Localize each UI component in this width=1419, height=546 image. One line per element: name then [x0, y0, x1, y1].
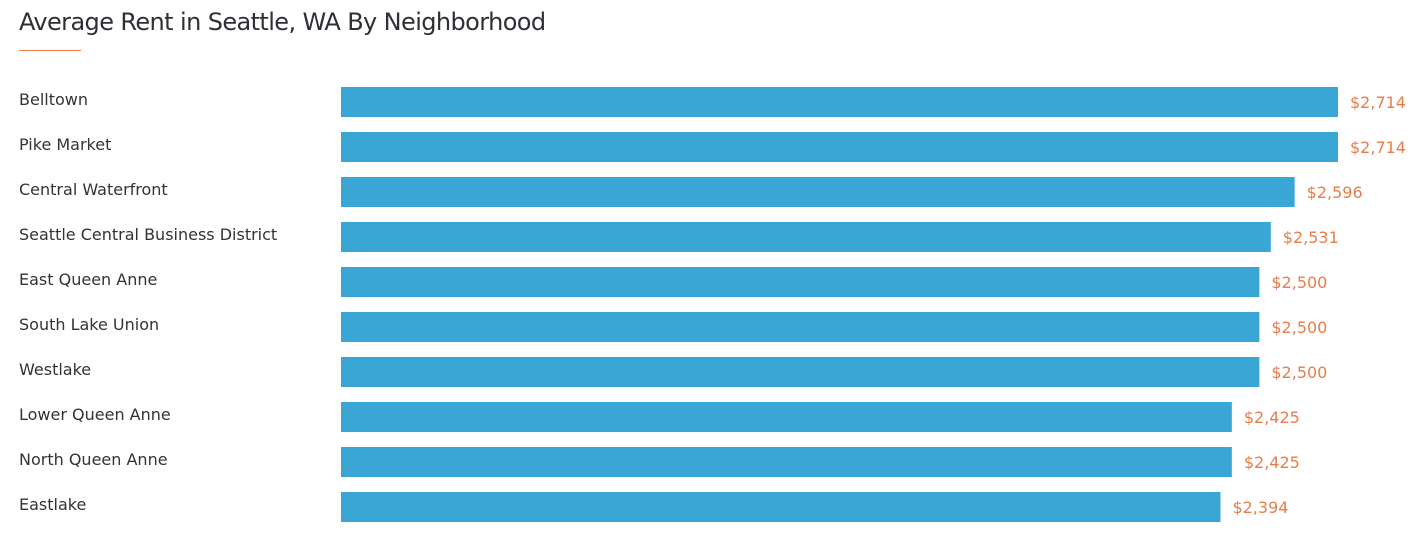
value-label: $2,425 [1244, 408, 1300, 427]
category-label: South Lake Union [19, 315, 159, 334]
bar [341, 447, 1232, 477]
bar [341, 357, 1260, 387]
value-label: $2,425 [1244, 453, 1300, 472]
category-label: Seattle Central Business District [19, 225, 277, 244]
value-label: $2,500 [1271, 318, 1327, 337]
value-label: $2,500 [1271, 363, 1327, 382]
bar [341, 402, 1232, 432]
value-label: $2,714 [1350, 93, 1406, 112]
category-label: Westlake [19, 360, 91, 379]
category-label: Eastlake [19, 495, 86, 514]
category-label: Lower Queen Anne [19, 405, 171, 424]
bar [341, 177, 1295, 207]
bar [341, 87, 1338, 117]
bar [341, 312, 1260, 342]
bar [341, 267, 1260, 297]
bar [341, 492, 1221, 522]
category-label: Central Waterfront [19, 180, 168, 199]
bar [341, 222, 1271, 252]
category-label: Belltown [19, 90, 88, 109]
value-label: $2,500 [1271, 273, 1327, 292]
value-label: $2,531 [1283, 228, 1339, 247]
category-label: North Queen Anne [19, 450, 168, 469]
value-label: $2,394 [1232, 498, 1288, 517]
value-label: $2,714 [1350, 138, 1406, 157]
category-label: Pike Market [19, 135, 111, 154]
chart-title: Average Rent in Seattle, WA By Neighborh… [19, 8, 546, 36]
value-label: $2,596 [1307, 183, 1363, 202]
category-label: East Queen Anne [19, 270, 157, 289]
bar [341, 132, 1338, 162]
title-underline [19, 50, 81, 51]
